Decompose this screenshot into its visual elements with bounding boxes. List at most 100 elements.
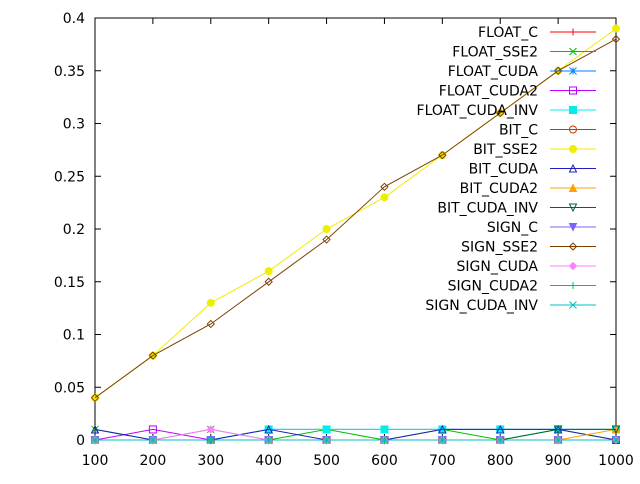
legend-label: BIT_CUDA <box>469 162 539 178</box>
marker <box>206 319 215 329</box>
marker <box>495 424 505 434</box>
legend-label: FLOAT_CUDA <box>448 64 539 80</box>
marker <box>264 267 273 276</box>
marker <box>496 108 505 118</box>
marker <box>264 424 273 434</box>
y-tick-label: 0.15 <box>54 275 85 291</box>
y-tick-label: 0.05 <box>54 380 85 396</box>
x-tick-label: 400 <box>255 453 282 469</box>
legend-label: BIT_CUDA_INV <box>437 201 538 217</box>
x-tick-label: 600 <box>371 453 398 469</box>
marker <box>380 182 389 192</box>
marker <box>264 277 273 286</box>
marker <box>264 436 273 444</box>
marker <box>569 28 577 36</box>
marker <box>322 235 331 244</box>
x-tick-label: 200 <box>140 453 167 469</box>
legend-item: SIGN_SSE2 <box>461 240 596 256</box>
y-tick-label: 0.3 <box>63 117 85 133</box>
marker <box>568 183 578 192</box>
legend-item: BIT_CUDA <box>469 162 596 178</box>
series-sign-cuda-inv <box>91 436 620 444</box>
series-line <box>94 38 617 399</box>
legend-item: SIGN_CUDA_INV <box>425 298 596 314</box>
marker <box>611 425 621 435</box>
marker <box>569 125 577 134</box>
marker <box>568 242 578 251</box>
marker <box>553 66 563 75</box>
legend-item: FLOAT_C <box>478 25 596 41</box>
marker <box>322 425 331 434</box>
x-tick-label: 100 <box>82 453 109 469</box>
legend-label: FLOAT_CUDA2 <box>439 84 538 100</box>
y-tick-label: 0.35 <box>54 64 85 80</box>
marker <box>206 425 215 434</box>
marker <box>611 34 621 44</box>
legend-label: SIGN_CUDA_INV <box>425 298 538 314</box>
legend: FLOAT_C FLOAT_SSE2 FLOAT_CUDA FLOAT_CUDA2 FL… <box>417 25 596 314</box>
legend-item: SIGN_CUDA <box>457 259 596 275</box>
series-line <box>94 428 617 441</box>
legend-label: BIT_SSE2 <box>473 142 538 158</box>
marker <box>612 436 620 444</box>
series-sign-sse2 <box>90 34 621 403</box>
legend-label: SIGN_CUDA <box>457 259 539 275</box>
y-tick-label: 0.1 <box>63 328 85 344</box>
legend-label: FLOAT_C <box>478 25 538 41</box>
marker <box>569 106 577 114</box>
marker <box>148 425 157 434</box>
legend-label: SIGN_SSE2 <box>461 240 538 256</box>
marker <box>569 67 577 75</box>
marker <box>568 223 578 232</box>
legend-item: BIT_CUDA2 <box>460 181 596 197</box>
marker <box>612 24 620 33</box>
marker <box>91 436 99 444</box>
marker <box>206 436 215 444</box>
marker <box>380 425 389 434</box>
x-tick-label: 800 <box>487 453 514 469</box>
marker <box>554 436 562 444</box>
marker <box>568 261 578 271</box>
marker <box>569 282 577 289</box>
marker <box>438 436 447 444</box>
marker <box>322 436 331 444</box>
marker <box>148 351 158 360</box>
marker <box>90 393 100 403</box>
marker <box>380 436 389 444</box>
legend-item: BIT_C <box>499 123 596 139</box>
legend-item: FLOAT_CUDA2 <box>439 84 596 100</box>
marker <box>206 298 215 307</box>
y-tick-label: 0.4 <box>63 11 85 27</box>
legend-label: FLOAT_CUDA_INV <box>417 103 539 119</box>
legend-label: BIT_C <box>499 123 538 139</box>
legend-label: FLOAT_SSE2 <box>452 45 538 61</box>
series-float-sse2 <box>91 425 620 444</box>
legend-item: SIGN_CUDA2 <box>448 279 596 295</box>
x-tick-label: 500 <box>313 453 340 469</box>
legend-item: FLOAT_SSE2 <box>452 45 596 61</box>
legend-item: FLOAT_CUDA <box>448 64 596 80</box>
marker <box>568 203 578 213</box>
legend-item: BIT_SSE2 <box>473 142 596 158</box>
marker <box>322 225 331 233</box>
marker <box>568 163 578 173</box>
marker <box>569 47 577 56</box>
marker <box>569 301 577 309</box>
x-tick-label: 1000 <box>598 453 634 469</box>
marker <box>438 150 447 160</box>
y-tick-label: 0.25 <box>54 169 85 185</box>
legend-label: SIGN_CUDA2 <box>448 279 538 295</box>
legend-item: SIGN_C <box>487 220 596 236</box>
legend-item: BIT_CUDA_INV <box>437 201 596 217</box>
marker <box>553 425 563 435</box>
marker <box>438 424 447 434</box>
marker <box>149 436 157 444</box>
marker <box>380 193 389 202</box>
legend-label: BIT_CUDA2 <box>460 181 538 197</box>
marker <box>90 424 100 434</box>
x-tick-label: 900 <box>545 453 572 469</box>
marker <box>569 86 577 95</box>
legend-label: SIGN_C <box>487 220 538 236</box>
